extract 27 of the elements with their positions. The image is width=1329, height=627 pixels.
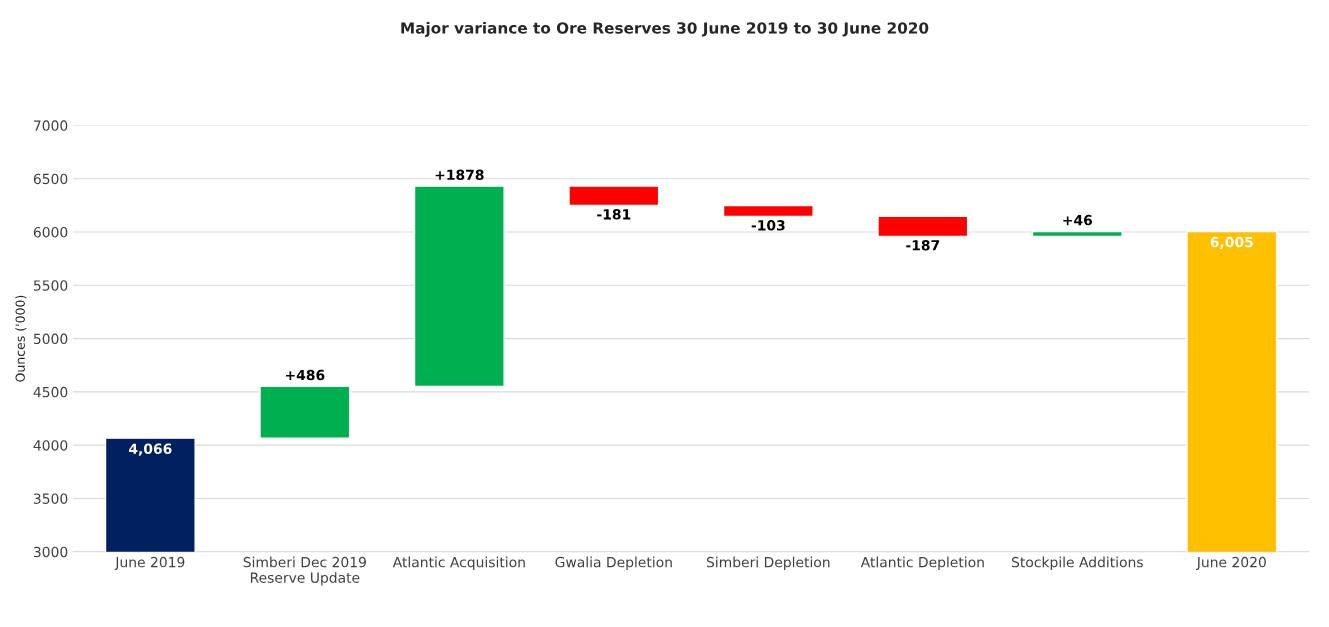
x-tick-label: June 2019	[114, 556, 185, 570]
y-tick-label: 4500	[33, 386, 68, 398]
x-tick-label: Gwalia Depletion	[555, 556, 672, 571]
data-label: 6,005	[1210, 236, 1253, 250]
data-label: +486	[286, 369, 325, 381]
data-label: +46	[1063, 214, 1093, 226]
data-label: +1878	[435, 169, 484, 181]
y-tick-label: 6000	[33, 226, 68, 238]
x-tick-label: Simberi Dec 2019 Reserve Update	[243, 556, 366, 586]
y-tick-label: 6500	[33, 173, 68, 185]
y-axis-title: Ounces ('000)	[15, 295, 27, 382]
x-tick-label: Stockpile Additions	[1011, 556, 1143, 571]
x-tick-label: Atlantic Depletion	[860, 556, 984, 571]
y-tick-label: 5500	[33, 280, 68, 291]
y-tick-label: 3000	[33, 546, 68, 558]
y-tick-label: 5000	[33, 333, 68, 345]
y-tick-label: 7000	[34, 120, 68, 131]
y-tick-label: 3500	[33, 493, 68, 504]
x-tick-label: June 2020	[1196, 556, 1266, 570]
data-label: 4,066	[129, 443, 172, 456]
x-tick-label: Simberi Depletion	[706, 556, 830, 571]
data-label: -181	[597, 209, 631, 220]
data-label: -103	[751, 220, 785, 231]
x-tick-label: Atlantic Acquisition	[392, 556, 525, 571]
chart-title: Major variance to Ore Reserves 30 June 2019 to 30 June 2020	[401, 21, 929, 37]
data-label: -187	[906, 240, 940, 251]
y-tick-label: 4000	[33, 440, 68, 451]
